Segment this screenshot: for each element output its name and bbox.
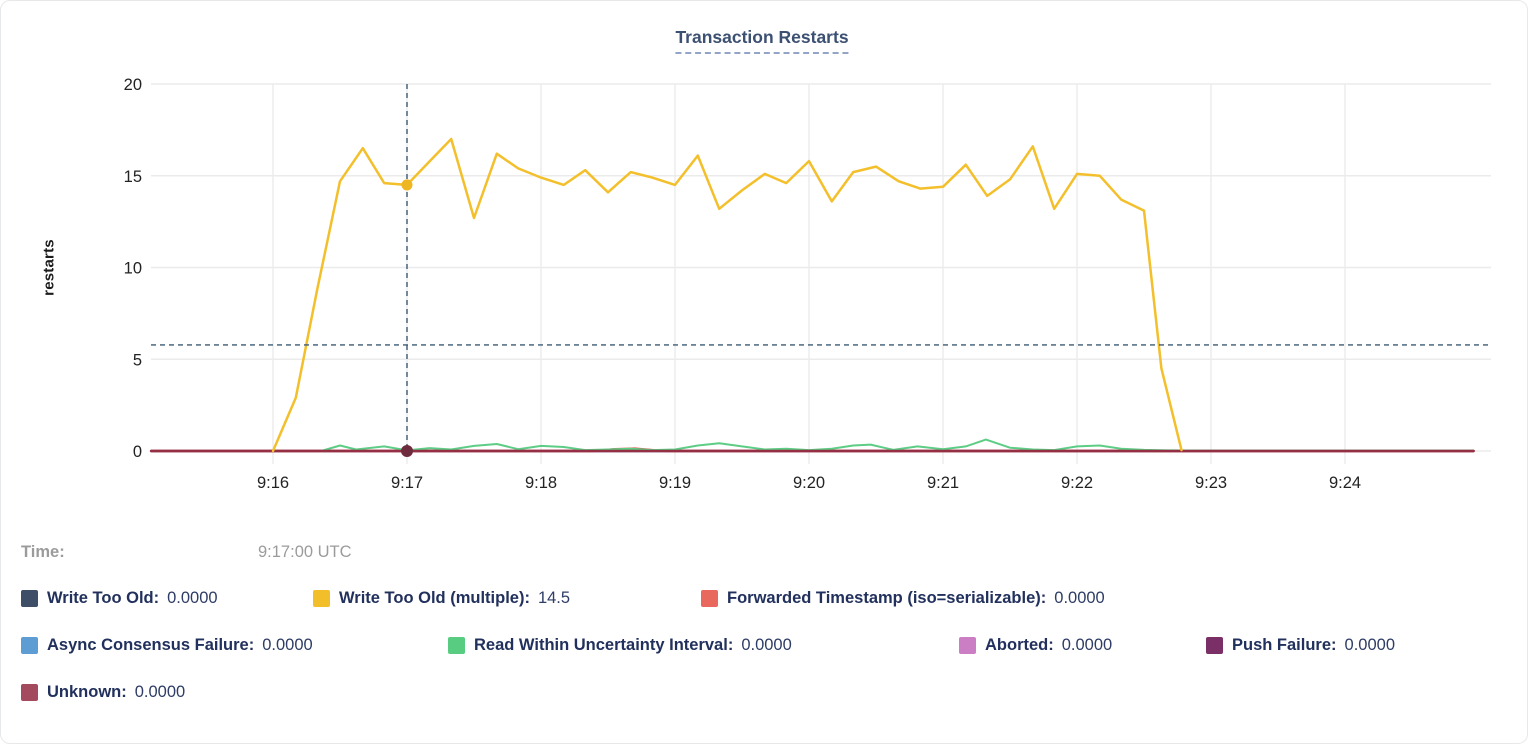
legend-label: Aborted:: [985, 636, 1054, 654]
legend-value: 0.0000: [1344, 636, 1395, 654]
legend-label: Async Consensus Failure:: [47, 636, 255, 654]
x-tick-label-9-20: 9:20: [793, 474, 825, 492]
series-line-read-within-uncertainty-interval: [320, 438, 1475, 452]
legend-label: Read Within Uncertainty Interval:: [474, 636, 734, 654]
legend-swatch-write-too-old: [21, 590, 38, 607]
legend-label: Forwarded Timestamp (iso=serializable):: [727, 589, 1047, 607]
legend-item-unknown: Unknown: 0.0000: [21, 683, 185, 702]
x-tick-label-9-18: 9:18: [525, 474, 557, 492]
legend-item-read-within-uncertainty-interval: Read Within Uncertainty Interval: 0.0000: [448, 636, 792, 655]
legend-swatch-read-within-uncertainty-interval: [448, 637, 465, 654]
legend-value: 0.0000: [262, 636, 313, 654]
y-tick-label-0: 0: [133, 443, 142, 461]
x-tick-label-9-17: 9:17: [391, 474, 423, 492]
legend-label: Unknown:: [47, 683, 127, 701]
legend-swatch-forwarded-timestamp-iso-serializable: [701, 590, 718, 607]
legend-item-aborted: Aborted: 0.0000: [959, 636, 1112, 655]
legend-swatch-push-failure: [1206, 637, 1223, 654]
series-line-write-too-old-multiple: [271, 137, 1183, 453]
legend-swatch-unknown: [21, 684, 38, 701]
legend-label: Write Too Old:: [47, 589, 160, 607]
y-axis-label: restarts: [40, 239, 58, 296]
x-tick-label-9-21: 9:21: [927, 474, 959, 492]
y-tick-label-10: 10: [124, 260, 142, 278]
y-tick-label-15: 15: [124, 168, 142, 186]
legend-value: 0.0000: [741, 636, 792, 654]
legend-label: Push Failure:: [1232, 636, 1337, 654]
legend-item-forwarded-timestamp-iso-serializable: Forwarded Timestamp (iso=serializable): 0…: [701, 589, 1105, 608]
legend-swatch-async-consensus-failure: [21, 637, 38, 654]
y-tick-label-20: 20: [124, 76, 142, 94]
hover-dot-write-too-old-multiple: [401, 179, 413, 191]
x-tick-label-9-16: 9:16: [257, 474, 289, 492]
legend-item-push-failure: Push Failure: 0.0000: [1206, 636, 1395, 655]
legend-item-write-too-old-multiple: Write Too Old (multiple): 14.5: [313, 589, 570, 608]
legend-swatch-write-too-old-multiple: [313, 590, 330, 607]
x-tick-label-9-23: 9:23: [1195, 474, 1227, 492]
transaction-restarts-chart[interactable]: 0 5 10 15 20 9:16 9:17 9:18 9:19 9:20 9:21 9:22 9:23…: [1, 1, 1528, 521]
tooltip-time-label: Time:: [21, 543, 65, 561]
legend-item-async-consensus-failure: Async Consensus Failure: 0.0000: [21, 636, 313, 655]
legend-item-write-too-old: Write Too Old: 0.0000: [21, 589, 218, 608]
hover-dot-unknown: [401, 445, 413, 457]
chart-title[interactable]: Transaction Restarts: [675, 27, 849, 54]
legend-value: 0.0000: [167, 589, 218, 607]
legend-value: 0.0000: [1061, 636, 1113, 654]
legend-label: Write Too Old (multiple):: [339, 589, 530, 607]
legend-value: 0.0000: [134, 683, 186, 701]
y-tick-label-5: 5: [133, 351, 142, 369]
legend-swatch-aborted: [959, 637, 976, 654]
legend-value: 14.5: [537, 589, 571, 607]
tooltip-time-value: 9:17:00 UTC: [258, 543, 352, 561]
x-tick-label-9-22: 9:22: [1061, 474, 1093, 492]
x-tick-label-9-19: 9:19: [659, 474, 691, 492]
x-tick-label-9-24: 9:24: [1329, 474, 1361, 492]
legend-value: 0.0000: [1054, 589, 1105, 607]
